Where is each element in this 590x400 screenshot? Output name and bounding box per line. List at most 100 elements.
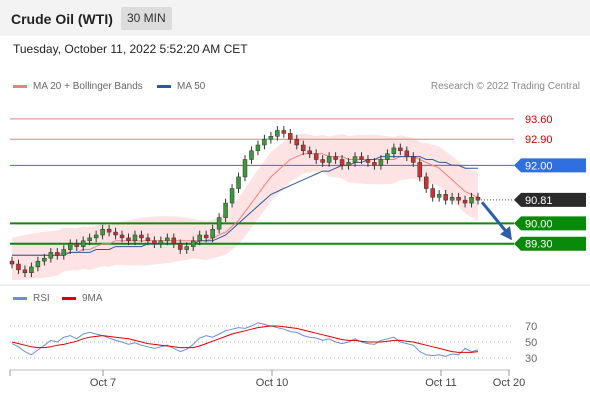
candle-body bbox=[68, 243, 73, 250]
candle-body bbox=[132, 234, 138, 242]
candle-body bbox=[229, 188, 235, 204]
candle-body bbox=[74, 243, 79, 247]
candle-body bbox=[294, 138, 300, 146]
candle-body bbox=[469, 197, 474, 204]
candle-body bbox=[398, 147, 403, 152]
timestamp: Tuesday, October 11, 2022 5:52:20 AM CET bbox=[13, 42, 248, 56]
rsi-tick-50: 50 bbox=[525, 337, 537, 349]
candle-body bbox=[268, 136, 274, 140]
candle-body bbox=[61, 249, 67, 256]
timeframe-badge[interactable]: 30 MIN bbox=[121, 7, 172, 30]
level-93-60-label: 93.60 bbox=[525, 114, 553, 126]
rsi-tick-70: 70 bbox=[525, 321, 537, 333]
candle-body bbox=[165, 237, 170, 242]
legend-9ma: 9MA bbox=[62, 293, 103, 304]
ma50-line bbox=[12, 156, 478, 256]
candles bbox=[9, 126, 481, 278]
candle-body bbox=[249, 150, 254, 160]
rsi-line bbox=[11, 322, 479, 357]
candle-body bbox=[320, 159, 325, 163]
candle-body bbox=[42, 257, 47, 262]
projection-arrow-head bbox=[500, 226, 512, 241]
candle-body bbox=[443, 194, 448, 201]
candle-body bbox=[106, 228, 112, 233]
candle-body bbox=[352, 156, 358, 163]
candle-body bbox=[48, 252, 54, 259]
candle-body bbox=[55, 252, 60, 256]
candle-body bbox=[29, 266, 34, 273]
level-92-00-tag bbox=[514, 158, 586, 173]
level-90-00-label: 90.00 bbox=[525, 218, 553, 230]
candle-body bbox=[22, 269, 28, 273]
candle-body bbox=[184, 246, 189, 250]
candle-body bbox=[346, 162, 351, 166]
candle-body bbox=[190, 240, 196, 247]
candle-body bbox=[126, 237, 131, 242]
legend-ma50-swatch bbox=[157, 84, 171, 88]
candle-body bbox=[339, 159, 345, 166]
level-89-30-label: 89.30 bbox=[525, 239, 553, 251]
candle-body bbox=[475, 197, 481, 201]
candle-body bbox=[372, 162, 377, 166]
candle-body bbox=[223, 202, 228, 218]
rsi-ma9-line bbox=[11, 325, 479, 353]
candle-body bbox=[9, 260, 15, 265]
candle-body bbox=[462, 199, 468, 204]
candle-body bbox=[197, 234, 202, 242]
legend-9ma-label: 9MA bbox=[82, 293, 103, 304]
legend-rsi-swatch bbox=[13, 296, 27, 300]
candle-body bbox=[423, 176, 429, 189]
candle-body bbox=[113, 231, 118, 236]
candle-body bbox=[378, 159, 384, 166]
candle-body bbox=[139, 234, 144, 239]
credit-text: Research © 2022 Trading Central bbox=[430, 81, 580, 92]
candle-body bbox=[152, 240, 157, 244]
x-tick-label: Oct 10 bbox=[256, 377, 288, 389]
candle-body bbox=[391, 147, 397, 154]
legend-ma-bb: MA 20 + Bollinger Bands bbox=[13, 81, 143, 92]
candle-body bbox=[307, 150, 312, 154]
candle-body bbox=[35, 260, 41, 268]
candle-body bbox=[301, 144, 306, 152]
candle-body bbox=[430, 188, 435, 198]
chart-header: Crude Oil (WTI) 30 MIN bbox=[0, 0, 590, 36]
candle-body bbox=[16, 263, 21, 271]
legend-ma50: MA 50 bbox=[157, 81, 205, 92]
candle-body bbox=[385, 153, 390, 160]
legend-rsi-label: RSI bbox=[33, 293, 50, 304]
candle-body bbox=[216, 217, 222, 230]
candle-body bbox=[436, 194, 442, 198]
legend-rsi: RSI bbox=[13, 293, 50, 304]
candle-body bbox=[236, 176, 241, 189]
candle-body bbox=[80, 240, 86, 247]
candle-body bbox=[404, 150, 410, 157]
candle-body bbox=[417, 162, 422, 178]
rsi-tick-30: 30 bbox=[525, 353, 537, 365]
candle-body bbox=[326, 156, 332, 163]
instrument-title: Crude Oil (WTI) bbox=[11, 11, 113, 27]
candle-body bbox=[333, 156, 338, 160]
candle-body bbox=[255, 144, 261, 152]
level-92-00-label: 92.00 bbox=[525, 160, 553, 172]
candle-body bbox=[242, 159, 248, 178]
level-89-30-tag bbox=[514, 236, 586, 251]
candle-body bbox=[210, 228, 215, 239]
candle-body bbox=[145, 237, 151, 242]
candle-body bbox=[365, 159, 371, 163]
candle-body bbox=[262, 138, 267, 146]
candle-body bbox=[171, 237, 177, 244]
candle-body bbox=[456, 197, 461, 201]
level-90-81-label: 90.81 bbox=[525, 195, 553, 207]
candle-body bbox=[449, 197, 455, 201]
level-90-81-tag bbox=[514, 192, 586, 207]
candle-body bbox=[313, 153, 319, 160]
x-tick-label: Oct 7 bbox=[90, 377, 116, 389]
candle-body bbox=[359, 156, 364, 160]
candle-body bbox=[281, 130, 287, 134]
candle-body bbox=[93, 234, 99, 239]
legend-ma50-label: MA 50 bbox=[177, 81, 206, 92]
legend-ma-bb-label: MA 20 + Bollinger Bands bbox=[33, 81, 143, 92]
candle-body bbox=[178, 243, 183, 250]
level-90-00-tag bbox=[514, 216, 586, 231]
